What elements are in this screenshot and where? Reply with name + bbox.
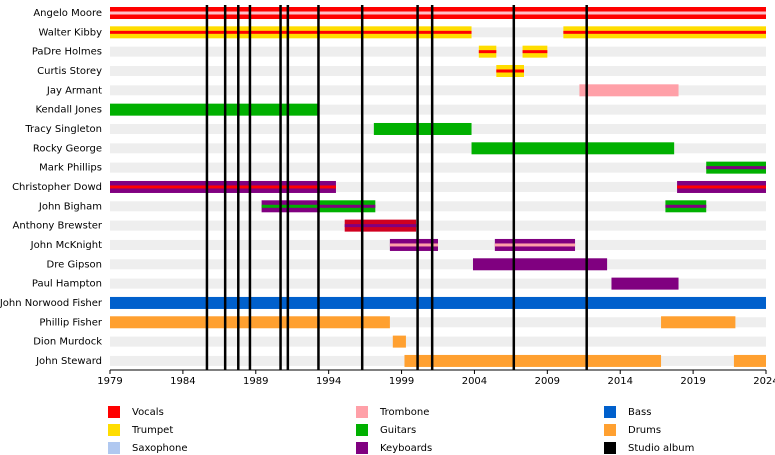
member-name: John Bigham: [38, 201, 102, 212]
member-name: Kendall Jones: [35, 105, 102, 116]
member-span-stripe: [496, 69, 525, 73]
member-span: [733, 354, 766, 367]
member-span-stripe: [478, 50, 497, 54]
member-span: [472, 258, 608, 271]
member-span-stripe: [494, 243, 576, 247]
member-span-stripe: [110, 30, 472, 34]
member-name: Christopher Dowd: [12, 182, 102, 193]
member-name: Dion Murdock: [33, 337, 102, 348]
legend-label: Vocals: [132, 407, 164, 418]
x-tick-label: 1984: [170, 376, 195, 387]
legend-swatch: [108, 406, 120, 418]
legend-label: Bass: [628, 407, 651, 418]
legend-label: Drums: [628, 425, 661, 436]
member-name: Walter Kibby: [39, 27, 103, 38]
row-band: [110, 259, 766, 270]
member-name: Phillip Fisher: [39, 317, 103, 328]
row-band: [110, 65, 766, 76]
member-name: John Norwood Fisher: [0, 298, 103, 309]
row-band: [110, 220, 766, 231]
member-span: [611, 277, 679, 290]
member-span-stripe: [318, 204, 376, 208]
member-span: [471, 142, 675, 155]
member-name: Jay Armant: [46, 85, 102, 96]
member-span-stripe: [563, 30, 766, 34]
member-span-stripe: [261, 204, 319, 208]
x-tick-label: 1994: [316, 376, 341, 387]
member-span-stripe: [344, 224, 417, 228]
member-name: Dre Gipson: [47, 259, 102, 270]
legend-swatch: [108, 424, 120, 436]
x-tick-label: 2019: [680, 376, 705, 387]
row-band: [110, 278, 766, 289]
member-span: [392, 335, 406, 348]
member-name: PaDre Holmes: [32, 47, 102, 58]
member-name: Angelo Moore: [33, 8, 102, 19]
legend-label: Trumpet: [131, 425, 173, 436]
row-band: [110, 336, 766, 347]
member-span: [404, 354, 662, 367]
member-span-stripe: [665, 204, 707, 208]
x-tick-label: 2009: [535, 376, 560, 387]
member-name: Anthony Brewster: [13, 221, 103, 232]
member-name: Curtis Storey: [37, 66, 102, 77]
member-span: [661, 316, 736, 329]
row-band: [110, 317, 766, 328]
row-band: [110, 143, 766, 154]
legend-swatch: [604, 406, 616, 418]
x-tick-label: 1979: [97, 376, 122, 387]
row-band: [110, 162, 766, 173]
row-band: [110, 85, 766, 96]
row-band: [110, 104, 766, 115]
member-span: [373, 122, 472, 135]
x-tick-label: 2004: [462, 376, 487, 387]
member-span-stripe: [706, 166, 766, 170]
member-name: Rocky George: [33, 143, 102, 154]
row-band: [110, 201, 766, 212]
member-span: [110, 103, 319, 116]
member-span: [110, 296, 766, 309]
x-tick-label: 1989: [243, 376, 268, 387]
x-tick-label: 2024: [753, 376, 775, 387]
legend-label: Keyboards: [380, 443, 432, 454]
legend-swatch: [356, 442, 368, 454]
member-name: Mark Phillips: [39, 163, 102, 174]
legend-swatch: [356, 406, 368, 418]
member-name: Tracy Singleton: [24, 124, 102, 135]
legend-swatch: [108, 442, 120, 454]
legend-swatch: [356, 424, 368, 436]
member-name: Paul Hampton: [32, 279, 102, 290]
member-span: [579, 84, 679, 97]
x-tick-label: 2014: [607, 376, 632, 387]
member-name: John Steward: [35, 356, 102, 367]
legend-label: Trombone: [379, 407, 429, 418]
legend-label: Guitars: [380, 425, 416, 436]
member-name: John McKnight: [30, 240, 102, 251]
row-band: [110, 46, 766, 57]
legend-label: Saxophone: [132, 443, 188, 454]
member-span-stripe: [389, 243, 438, 247]
member-span-stripe: [110, 11, 766, 15]
member-span-stripe: [522, 50, 548, 54]
legend-label: Studio album: [628, 443, 694, 454]
member-span-stripe: [677, 185, 766, 189]
row-band: [110, 181, 766, 192]
legend-swatch: [604, 442, 616, 454]
member-span-stripe: [110, 185, 336, 189]
legend-swatch: [604, 424, 616, 436]
x-tick-label: 1999: [389, 376, 414, 387]
